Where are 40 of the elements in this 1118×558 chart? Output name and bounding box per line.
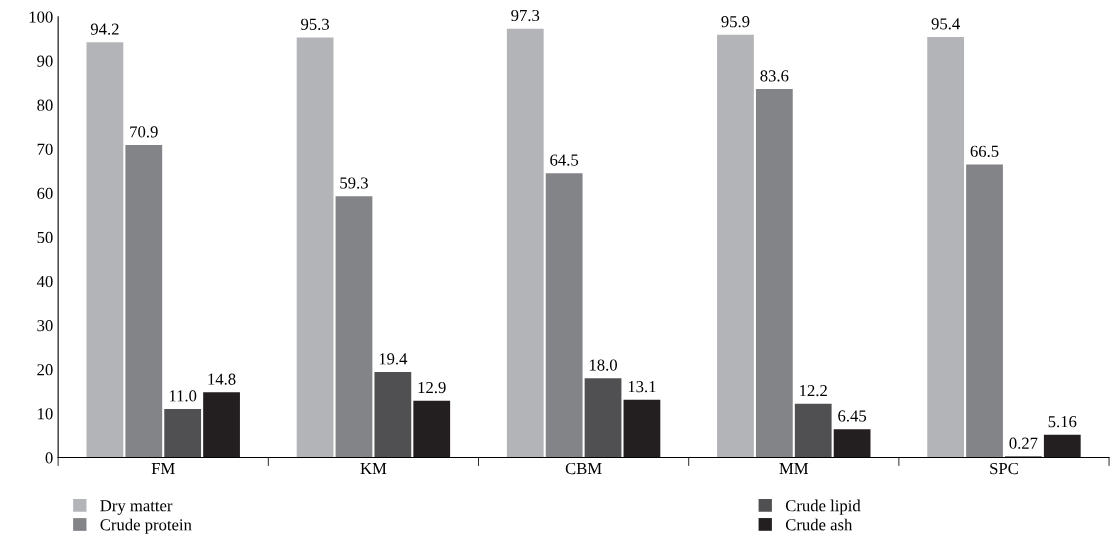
x-tick-label: MM bbox=[779, 463, 809, 474]
y-tick-label: 30 bbox=[37, 320, 53, 332]
x-tick-label: FM bbox=[151, 463, 175, 474]
x-tick-label: KM bbox=[360, 463, 387, 474]
data-label: 59.3 bbox=[340, 177, 368, 189]
data-label: 6.45 bbox=[838, 410, 867, 422]
data-label: 19.4 bbox=[379, 353, 408, 365]
y-tick-label: 10 bbox=[38, 408, 53, 420]
data-label: 95.4 bbox=[931, 18, 960, 30]
data-label: 70.9 bbox=[130, 126, 158, 138]
y-tick-label: 90 bbox=[37, 55, 53, 67]
y-tick-label: 20 bbox=[37, 364, 53, 376]
data-label: 13.1 bbox=[628, 381, 656, 393]
data-label: 95.9 bbox=[721, 16, 750, 28]
y-tick-label: 50 bbox=[37, 231, 53, 244]
data-label: 64.5 bbox=[550, 154, 579, 166]
y-tick-label: 0 bbox=[45, 452, 53, 464]
legend-label: Crude ash bbox=[785, 518, 853, 531]
data-label: 94.2 bbox=[90, 23, 119, 35]
y-tick-label: 40 bbox=[36, 275, 53, 288]
y-tick-label: 60 bbox=[37, 187, 53, 200]
data-label: 18.0 bbox=[589, 359, 617, 371]
legend-label: Crude lipid bbox=[785, 499, 861, 515]
legend-label: Dry matter bbox=[100, 500, 173, 515]
data-label: 14.8 bbox=[208, 373, 236, 385]
data-label: 5.16 bbox=[1048, 416, 1077, 428]
x-tick-label: SPC bbox=[990, 462, 1018, 475]
data-label: 66.5 bbox=[970, 145, 999, 157]
data-label: 12.2 bbox=[800, 385, 827, 397]
legend-label: Crude protein bbox=[100, 518, 192, 534]
data-label: 95.3 bbox=[301, 18, 330, 30]
y-tick-label: 70 bbox=[37, 143, 53, 155]
y-tick-label: 100 bbox=[29, 11, 53, 23]
data-label: 97.3 bbox=[511, 9, 540, 22]
data-label: 0.27 bbox=[1009, 437, 1038, 449]
data-label: 11.0 bbox=[169, 390, 197, 402]
y-tick-label: 80 bbox=[37, 99, 53, 111]
data-label: 12.9 bbox=[418, 381, 446, 394]
data-label: 83.6 bbox=[760, 70, 789, 82]
x-tick-label: CBM bbox=[565, 462, 602, 475]
